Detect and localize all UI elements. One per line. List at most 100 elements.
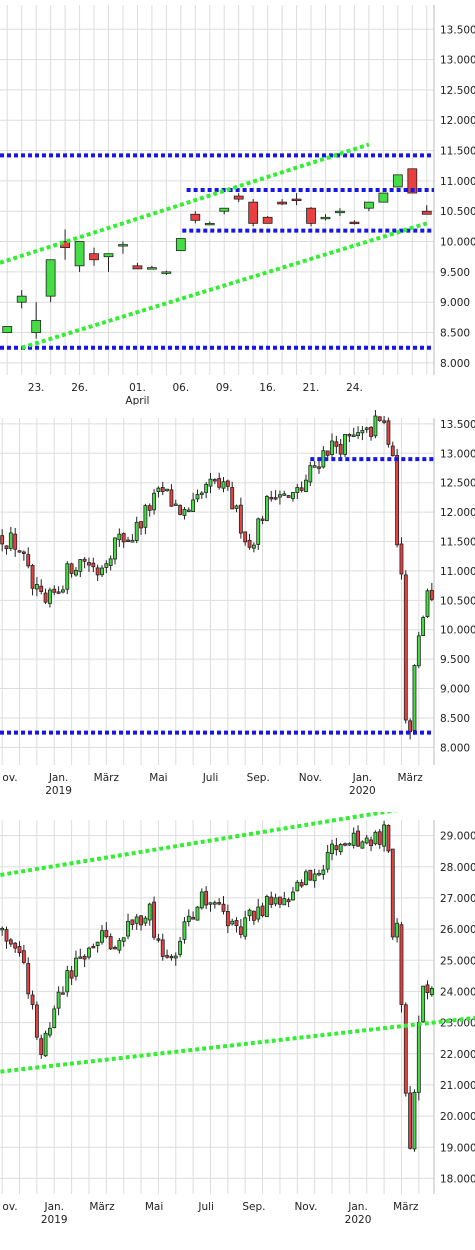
candle-body	[87, 947, 91, 958]
candle-body	[429, 987, 434, 996]
candle-body	[369, 839, 373, 847]
candle-body	[173, 955, 178, 959]
y-tick-label: 13.500	[440, 24, 475, 36]
candle-body	[191, 499, 196, 512]
candle-body	[113, 947, 117, 950]
candle-body	[295, 487, 300, 493]
candle-body	[338, 444, 343, 455]
y-tick-label: 24.000	[440, 986, 475, 998]
candle-body	[325, 450, 330, 456]
candle-body	[299, 882, 304, 887]
candle-body	[251, 544, 256, 549]
x-tick-label: 26.	[71, 382, 88, 394]
candle-body	[69, 970, 74, 979]
candle-body	[165, 955, 170, 958]
candle-body	[421, 617, 426, 636]
candle-body	[100, 930, 104, 943]
candle-body	[143, 505, 148, 528]
candle-body	[256, 906, 261, 920]
candle-body	[416, 1021, 421, 1093]
candle-body	[299, 487, 304, 491]
candle-body	[178, 505, 183, 515]
candle-body	[8, 939, 13, 945]
candle-body	[26, 554, 31, 567]
x-tick-label: März	[397, 772, 423, 784]
y-tick-label: 8.500	[440, 713, 470, 725]
x-tick-label: 16.	[259, 382, 276, 394]
x-tick-label: ov.	[2, 772, 17, 784]
y-tick-label: 19.000	[440, 1142, 475, 1154]
candle-body	[373, 415, 378, 437]
candle-body	[74, 569, 78, 576]
candle-body	[95, 567, 100, 576]
candle-body	[269, 896, 274, 906]
candle-body	[39, 1038, 44, 1055]
candle-body	[108, 558, 113, 566]
candle-body	[39, 585, 44, 592]
candle-body	[230, 487, 235, 510]
candle-body	[169, 955, 174, 959]
candle-body	[45, 259, 56, 297]
candle-body	[225, 911, 230, 927]
candle-body	[425, 590, 430, 617]
x-tick-sublabel: 2020	[345, 1214, 372, 1226]
x-tick-label: Juli	[202, 772, 219, 784]
candle-body	[256, 518, 261, 545]
x-tick-sublabel: April	[125, 395, 149, 405]
candle-body	[330, 843, 334, 855]
candle-body	[325, 851, 330, 870]
candle-body	[43, 1032, 48, 1057]
candle-body	[31, 320, 42, 333]
x-tick-label: 01.	[129, 382, 146, 394]
candle-body	[173, 503, 178, 506]
candle-body	[217, 902, 222, 905]
y-tick-label: 8.500	[440, 328, 470, 340]
y-tick-label: 11.500	[440, 537, 475, 549]
y-tick-label: 27.000	[440, 893, 475, 905]
candle-body	[147, 505, 152, 511]
candle-body	[360, 841, 365, 849]
candle-body	[364, 837, 369, 844]
candle-body	[343, 433, 347, 455]
candle-body	[121, 937, 126, 942]
candle-body	[278, 494, 282, 498]
x-tick-sublabel: 2019	[45, 785, 72, 797]
candle-body	[0, 535, 5, 545]
x-tick-label: Sep.	[247, 772, 270, 784]
y-tick-label: 12.000	[440, 507, 475, 519]
y-tick-label: 9.500	[440, 267, 470, 279]
candle-body	[52, 588, 57, 593]
chart-panel-2: 13.500 13.000 12.500 12.000 11.500 11.000 10.5…	[0, 410, 475, 797]
candle-body	[87, 562, 91, 566]
x-tick-label: Sep.	[242, 1201, 265, 1213]
candle-body	[47, 1027, 52, 1036]
x-tick-label: Nov.	[299, 772, 322, 784]
candle-body	[247, 909, 252, 917]
y-tick-label: 9.500	[440, 654, 470, 666]
candle-body	[395, 922, 400, 938]
y-tick-label: 25.000	[440, 955, 475, 967]
candle-body	[386, 824, 391, 852]
candle-body	[78, 956, 83, 959]
candle-body	[312, 873, 317, 882]
candle-body	[356, 432, 360, 436]
candle-body	[13, 533, 18, 550]
candle-body	[351, 434, 356, 437]
candle-body	[95, 941, 100, 947]
candle-body	[134, 916, 139, 924]
candle-body	[13, 942, 18, 949]
candle-body	[234, 920, 239, 926]
x-tick-label: 06.	[172, 382, 189, 394]
y-tick-label: 28.000	[440, 862, 475, 874]
y-tick-label: 9.000	[440, 684, 470, 696]
candle-body	[108, 936, 113, 950]
candle-body	[30, 994, 35, 1005]
y-tick-label: 11.500	[440, 146, 475, 158]
candle-body	[334, 845, 339, 851]
candle-body	[91, 945, 96, 949]
candle-body	[152, 492, 156, 511]
trend-line	[21, 221, 428, 350]
candle-body	[208, 902, 213, 905]
candle-body	[338, 843, 343, 853]
candle-body	[34, 1004, 39, 1038]
